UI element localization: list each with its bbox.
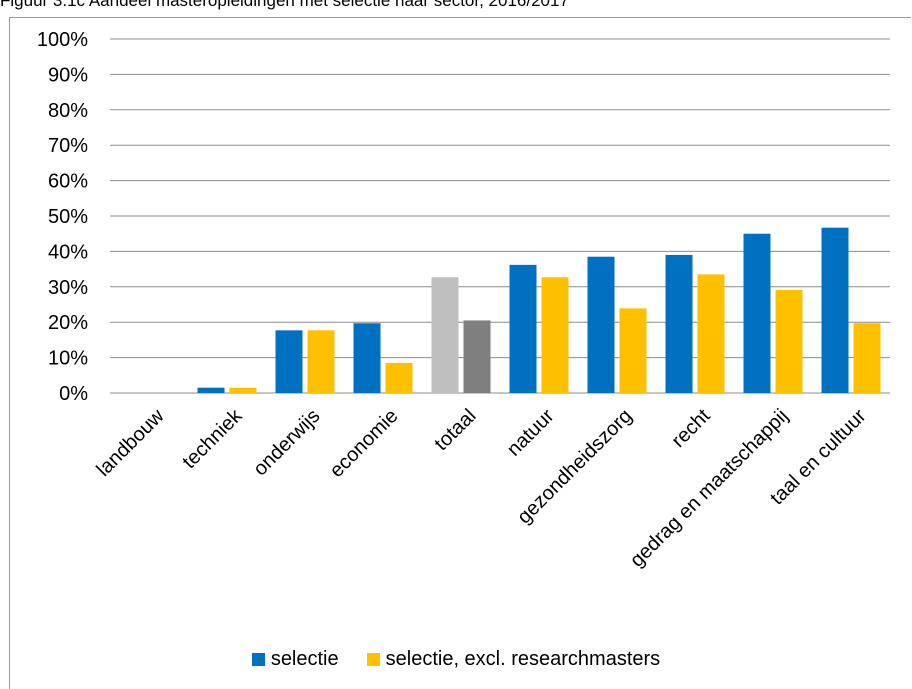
- x-tick-label: gedrag en maatschappij: [626, 405, 793, 572]
- bar-selectie-excl: [541, 277, 569, 393]
- chart-frame: [9, 17, 911, 689]
- y-tick-label: 70%: [48, 135, 88, 157]
- bar-selectie: [197, 387, 225, 393]
- x-tick-label: recht: [668, 405, 715, 452]
- x-tick-label: onderwijs: [249, 405, 324, 480]
- x-tick-label: landbouw: [92, 405, 168, 481]
- bar-selectie: [587, 256, 615, 393]
- bar-selectie-excl: [463, 320, 491, 393]
- bars: [197, 227, 881, 393]
- y-tick-label: 60%: [48, 171, 88, 193]
- y-tick-label: 80%: [48, 100, 88, 122]
- bar-selectie-excl: [619, 308, 647, 393]
- legend: selectie selectie, excl. researchmasters: [0, 646, 912, 672]
- bar-selectie: [431, 277, 459, 393]
- x-tick-label: economie: [326, 405, 403, 482]
- bar-selectie-excl: [307, 330, 335, 393]
- bar-selectie: [353, 323, 381, 393]
- gridlines: [110, 38, 890, 394]
- legend-item-selectie-excl: selectie, excl. researchmasters: [366, 647, 661, 671]
- y-tick-label: 30%: [48, 277, 88, 299]
- bar-selectie-excl: [229, 387, 257, 393]
- bar-selectie: [275, 330, 303, 393]
- legend-swatch-selectie: [251, 652, 265, 666]
- bar-selectie-excl: [775, 289, 803, 393]
- bar-selectie-excl: [385, 362, 413, 393]
- legend-label-selectie-excl: selectie, excl. researchmasters: [385, 647, 661, 670]
- bar-selectie: [509, 264, 537, 393]
- legend-item-selectie: selectie: [251, 647, 339, 671]
- x-tick-label: natuur: [503, 405, 559, 461]
- bar-selectie-excl: [853, 323, 881, 393]
- x-axis-tick-labels: landbouw techniek onderwijs economie totaal n…: [92, 404, 870, 571]
- figure-title: Figuur 3.1c Aandeel masteropleidingen me…: [0, 0, 569, 10]
- x-tick-label: totaal: [430, 405, 480, 455]
- y-tick-label: 50%: [48, 206, 88, 228]
- bar-selectie: [665, 254, 693, 393]
- x-tick-label: techniek: [178, 404, 247, 473]
- legend-swatch-selectie-excl: [366, 652, 380, 666]
- y-tick-label: 20%: [48, 312, 88, 334]
- y-tick-label: 0%: [59, 383, 88, 405]
- legend-label-selectie: selectie: [270, 647, 339, 670]
- y-tick-label: 40%: [48, 241, 88, 263]
- y-tick-label: 10%: [48, 348, 88, 370]
- y-tick-label: 90%: [48, 64, 88, 86]
- bar-selectie-excl: [697, 274, 725, 393]
- bar-selectie: [821, 227, 849, 393]
- bar-selectie: [743, 233, 771, 393]
- y-tick-label: 100%: [37, 29, 88, 51]
- y-axis-tick-labels: 0% 10% 20% 30% 40% 50% 60% 70% 80% 90% 100%: [37, 29, 88, 405]
